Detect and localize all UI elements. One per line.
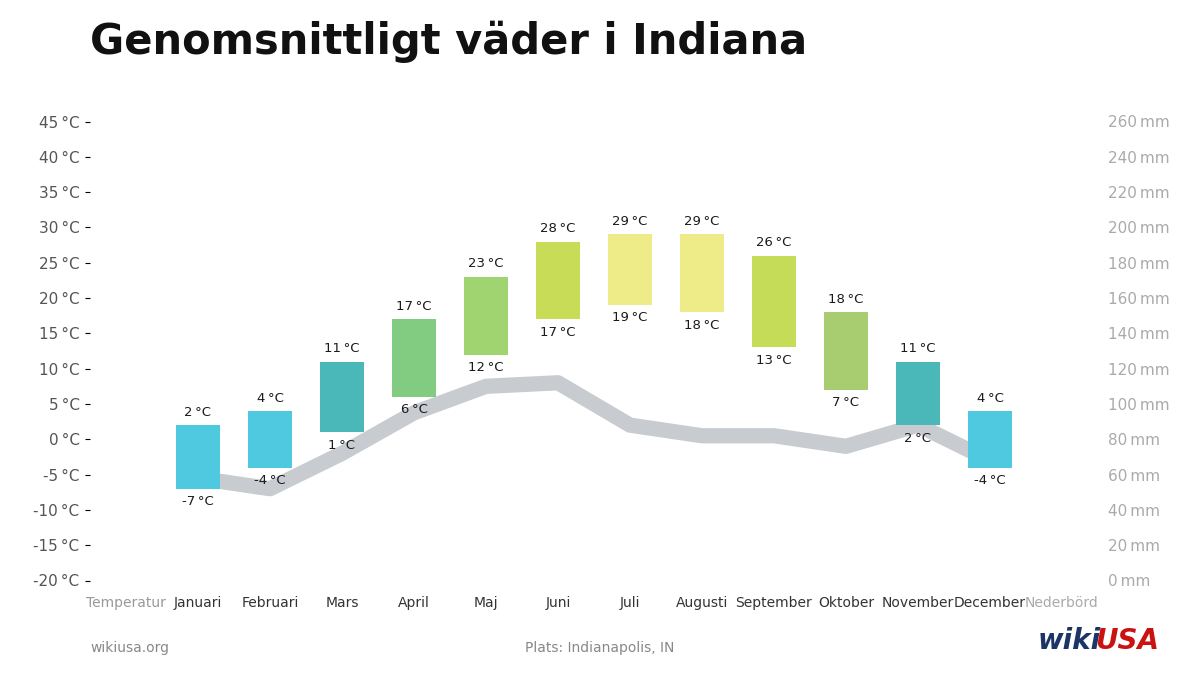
Bar — [823, 312, 869, 390]
Text: wiki: wiki — [1038, 627, 1102, 655]
Bar — [679, 234, 725, 312]
Bar — [391, 319, 437, 397]
Text: wikiusa.org: wikiusa.org — [90, 641, 169, 655]
Text: Plats: Indianapolis, IN: Plats: Indianapolis, IN — [526, 641, 674, 655]
Text: 1 °C: 1 °C — [329, 439, 355, 452]
Text: 11 °C: 11 °C — [900, 342, 936, 355]
Bar — [607, 234, 653, 305]
Text: Genomsnittligt väder i Indiana: Genomsnittligt väder i Indiana — [90, 20, 808, 63]
Text: 12 °C: 12 °C — [468, 361, 504, 374]
Bar — [247, 411, 293, 468]
Bar — [463, 277, 509, 354]
Text: 23 °C: 23 °C — [468, 257, 504, 271]
Bar — [535, 242, 581, 319]
Text: 18 °C: 18 °C — [684, 319, 720, 331]
Text: 17 °C: 17 °C — [396, 300, 432, 313]
Text: 4 °C: 4 °C — [257, 392, 283, 405]
Text: 26 °C: 26 °C — [756, 236, 792, 249]
Bar — [319, 362, 365, 432]
Text: 13 °C: 13 °C — [756, 354, 792, 367]
Text: 28 °C: 28 °C — [540, 222, 576, 235]
Text: -4 °C: -4 °C — [974, 474, 1006, 487]
Text: 11 °C: 11 °C — [324, 342, 360, 355]
Text: 4 °C: 4 °C — [977, 392, 1003, 405]
Text: 7 °C: 7 °C — [833, 396, 859, 409]
Bar — [175, 425, 221, 489]
Text: 18 °C: 18 °C — [828, 293, 864, 306]
Text: -4 °C: -4 °C — [254, 474, 286, 487]
Text: USA: USA — [1096, 627, 1159, 655]
Bar — [895, 362, 941, 425]
Text: 2 °C: 2 °C — [905, 431, 931, 445]
Text: -7 °C: -7 °C — [182, 495, 214, 508]
Text: 2 °C: 2 °C — [185, 406, 211, 418]
Text: 19 °C: 19 °C — [612, 311, 648, 325]
Text: 17 °C: 17 °C — [540, 325, 576, 339]
Bar — [751, 256, 797, 348]
Text: 6 °C: 6 °C — [401, 403, 427, 416]
Bar — [967, 411, 1013, 468]
Text: 29 °C: 29 °C — [612, 215, 648, 228]
Text: 29 °C: 29 °C — [684, 215, 720, 228]
